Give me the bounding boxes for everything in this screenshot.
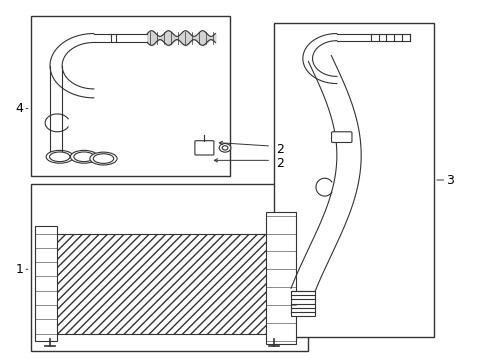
- Bar: [30, 184, 307, 351]
- Text: 1: 1: [15, 263, 23, 276]
- Polygon shape: [302, 33, 336, 84]
- Text: 4: 4: [15, 102, 23, 115]
- Bar: [290, 291, 314, 316]
- Circle shape: [222, 146, 227, 150]
- Text: 2: 2: [276, 143, 284, 156]
- Ellipse shape: [70, 150, 98, 163]
- Text: 3: 3: [446, 174, 453, 186]
- Ellipse shape: [93, 154, 114, 163]
- Polygon shape: [50, 33, 94, 98]
- Bar: [273, 23, 433, 337]
- Ellipse shape: [49, 152, 70, 162]
- Ellipse shape: [46, 150, 73, 163]
- Bar: [30, 16, 229, 176]
- Circle shape: [219, 144, 230, 152]
- FancyBboxPatch shape: [195, 141, 213, 155]
- Text: 2: 2: [276, 157, 284, 170]
- Ellipse shape: [74, 152, 94, 162]
- Bar: [35, 226, 57, 341]
- Ellipse shape: [90, 152, 117, 165]
- Polygon shape: [290, 55, 361, 293]
- FancyBboxPatch shape: [331, 132, 351, 143]
- Bar: [266, 212, 295, 344]
- Bar: [55, 234, 268, 334]
